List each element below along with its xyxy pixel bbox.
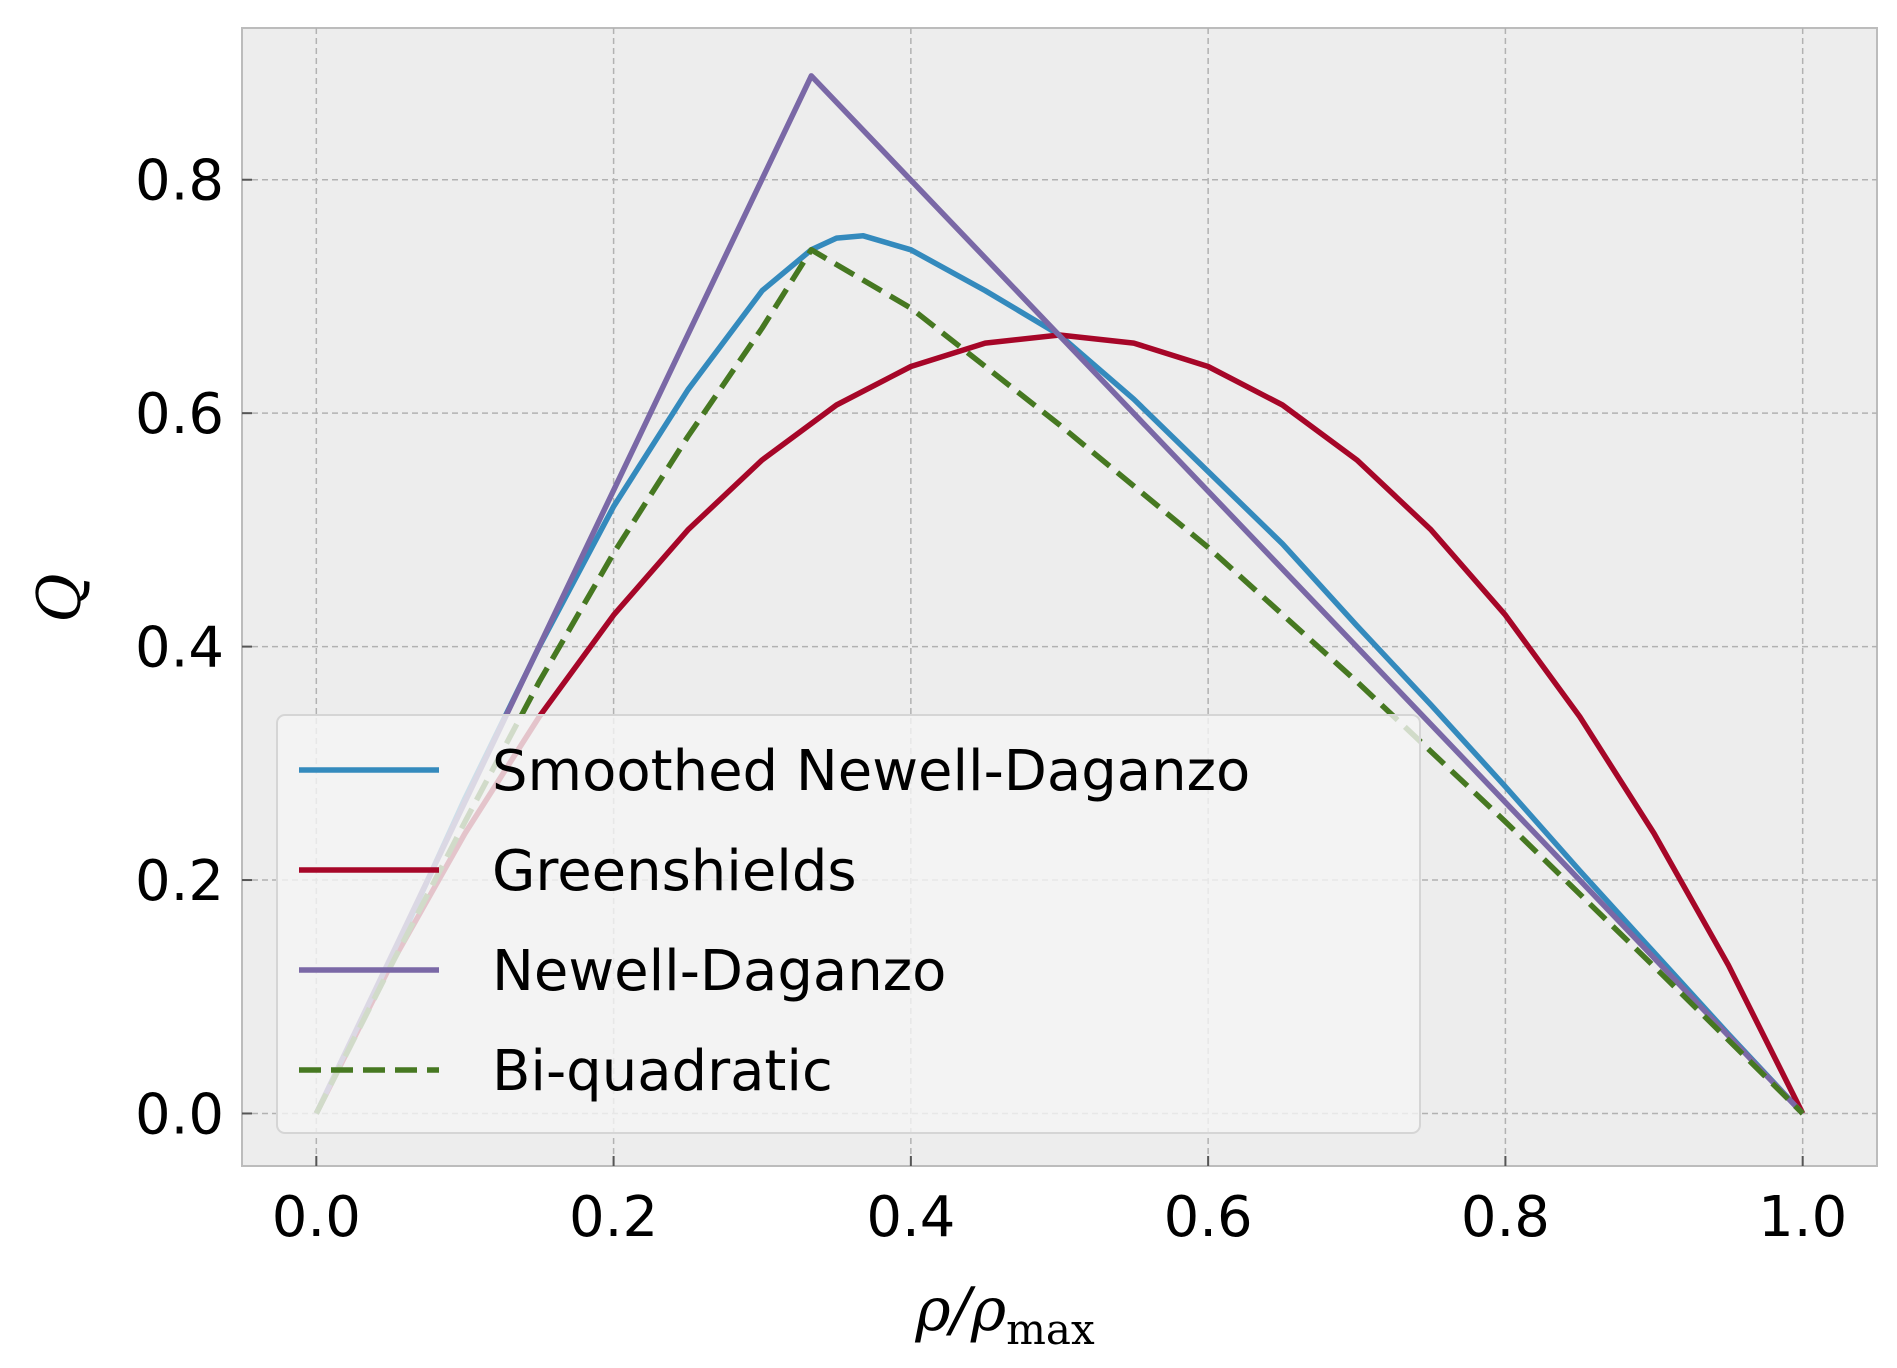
y-axis-label: Q <box>25 573 95 622</box>
legend: Smoothed Newell-Daganzo Greenshields Newel… <box>276 714 1421 1134</box>
x-axis-label-main: ρ/ρ <box>914 1275 1006 1345</box>
x-tick-label: 1.0 <box>1758 1185 1847 1250</box>
x-axis-label: ρ/ρmax <box>914 1275 1095 1354</box>
y-tick-label: 0.0 <box>135 1082 224 1147</box>
axis-ticks: 0.0 0.2 0.4 0.6 0.8 1.0 0.0 0.2 0.4 0.6 0.8 <box>135 149 1847 1250</box>
x-tick-label: 0.0 <box>272 1185 361 1250</box>
x-tick-label: 0.6 <box>1164 1185 1253 1250</box>
y-tick-label: 0.2 <box>135 849 224 914</box>
x-tick-label: 0.2 <box>569 1185 658 1250</box>
y-tick-label: 0.6 <box>135 382 224 447</box>
series-line-bi-quadratic <box>313 247 1805 1116</box>
series-line-smoothed-newell-daganzo <box>313 233 1805 1116</box>
x-tick-label: 0.8 <box>1461 1185 1550 1250</box>
legend-label: Smoothed Newell-Daganzo <box>492 739 1250 804</box>
legend-box <box>276 714 1421 1134</box>
y-tick-label: 0.4 <box>135 616 224 681</box>
legend-label: Newell-Daganzo <box>492 939 946 1004</box>
x-tick-label: 0.4 <box>866 1185 955 1250</box>
legend-label: Greenshields <box>492 839 857 904</box>
legend-label: Bi-quadratic <box>492 1039 833 1104</box>
x-axis-label-subscript: max <box>1006 1305 1095 1354</box>
y-tick-label: 0.8 <box>135 149 224 214</box>
